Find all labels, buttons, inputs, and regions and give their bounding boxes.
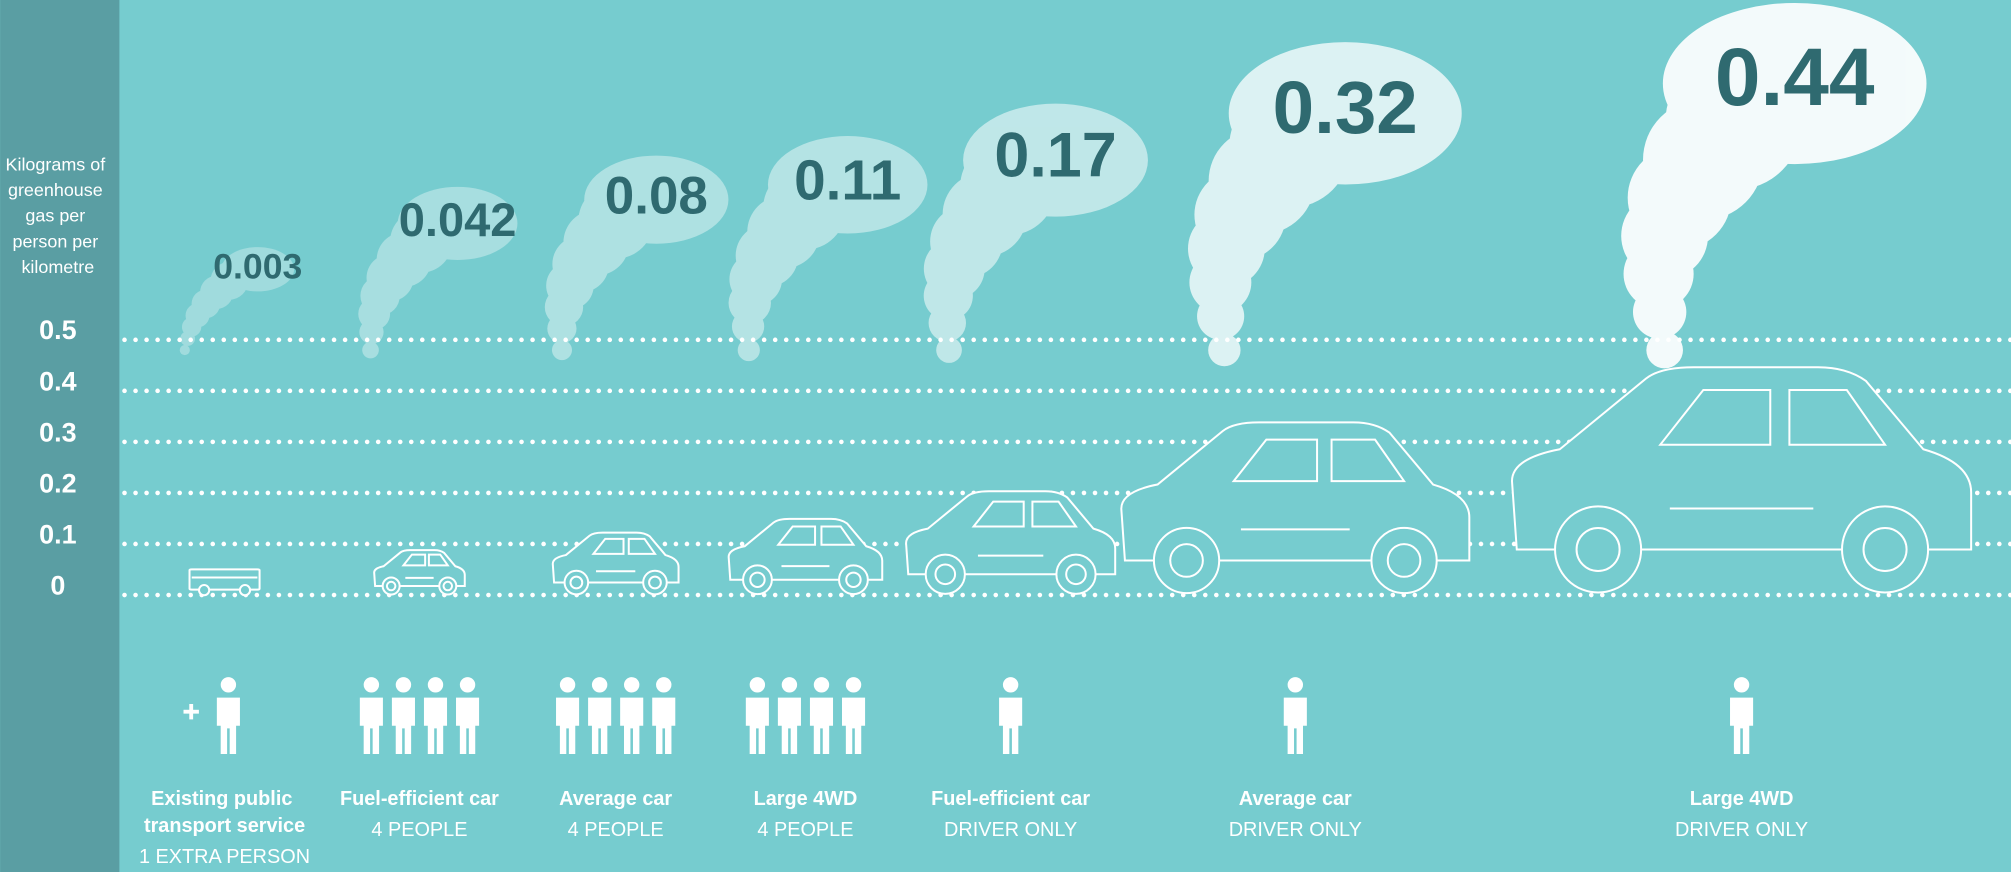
person-head — [1734, 677, 1749, 692]
person-head — [1288, 677, 1303, 692]
wheel — [439, 578, 456, 595]
text-line: Average car — [559, 788, 672, 810]
value-label: 0.042 — [399, 193, 517, 246]
value-label: 0.11 — [794, 150, 901, 213]
smoke-puff — [180, 345, 190, 355]
person-head — [560, 677, 575, 692]
wheel — [643, 571, 667, 595]
person-head — [396, 677, 411, 692]
value-label: 0.08 — [605, 167, 708, 226]
wheel — [1371, 528, 1436, 593]
occupancy-label: DRIVER ONLY — [944, 819, 1077, 841]
wheel — [1555, 506, 1641, 592]
text-line: Fuel-efficient car — [340, 788, 499, 810]
infographic: Kilograms of greenhouse gas per person p… — [0, 0, 2011, 872]
text-line: Average car — [1239, 788, 1352, 810]
person-head — [750, 677, 765, 692]
occupancy-label: DRIVER ONLY — [1675, 819, 1808, 841]
y-tick-label: 0.3 — [39, 417, 76, 447]
wheel — [565, 571, 589, 595]
wheel — [199, 585, 209, 595]
person-head — [221, 677, 236, 692]
text-line: Large 4WD — [754, 788, 858, 810]
text-line: Large 4WD — [1690, 788, 1794, 810]
value-label: 0.32 — [1273, 65, 1418, 149]
person-head — [846, 677, 861, 692]
y-tick-label: 0.1 — [39, 519, 76, 549]
occupancy-label: 4 PEOPLE — [568, 819, 664, 841]
wheel — [1056, 555, 1095, 594]
category-label: Average car — [1239, 788, 1352, 810]
text-line: greenhouse — [8, 180, 108, 200]
y-tick-label: 0.4 — [39, 366, 76, 396]
text-line: Fuel-efficient car — [931, 788, 1090, 810]
value-label: 0.003 — [213, 247, 302, 287]
person-head — [364, 677, 379, 692]
wheel — [240, 585, 250, 595]
person-head — [624, 677, 639, 692]
wheel — [839, 565, 868, 594]
person-head — [592, 677, 607, 692]
text-line: Existing public — [151, 788, 298, 810]
category-label: Large 4WD — [754, 788, 858, 810]
person-head — [656, 677, 671, 692]
text-line: kilometre — [21, 257, 94, 277]
category-label: Large 4WD — [1690, 788, 1794, 810]
person-head — [1003, 677, 1018, 692]
y-tick-label: 0 — [50, 570, 65, 600]
text-line: Kilograms of — [5, 154, 110, 174]
occupancy-label: 1 EXTRA PERSON — [139, 846, 310, 868]
occupancy-label: DRIVER ONLY — [1229, 819, 1362, 841]
wheel — [1154, 528, 1219, 593]
category-label: Average car — [559, 788, 672, 810]
value-label: 0.44 — [1715, 32, 1875, 123]
person-head — [428, 677, 443, 692]
occupancy-label: 4 PEOPLE — [371, 819, 467, 841]
occupancy-label: 4 PEOPLE — [757, 819, 853, 841]
person-head — [782, 677, 797, 692]
text-line: transport service — [144, 815, 305, 837]
category-label: Fuel-efficient car — [340, 788, 499, 810]
category-label: Fuel-efficient car — [931, 788, 1090, 810]
y-tick-label: 0.5 — [39, 315, 76, 345]
wheel — [926, 555, 965, 594]
person-head — [814, 677, 829, 692]
text-line: gas per — [25, 205, 90, 225]
person-head — [460, 677, 475, 692]
smoke-puff — [362, 342, 379, 359]
text-line: person per — [12, 231, 103, 251]
wheel — [1842, 506, 1928, 592]
y-tick-label: 0.2 — [39, 468, 76, 498]
wheel — [743, 565, 772, 594]
wheel — [383, 578, 400, 595]
value-label: 0.17 — [994, 121, 1116, 191]
